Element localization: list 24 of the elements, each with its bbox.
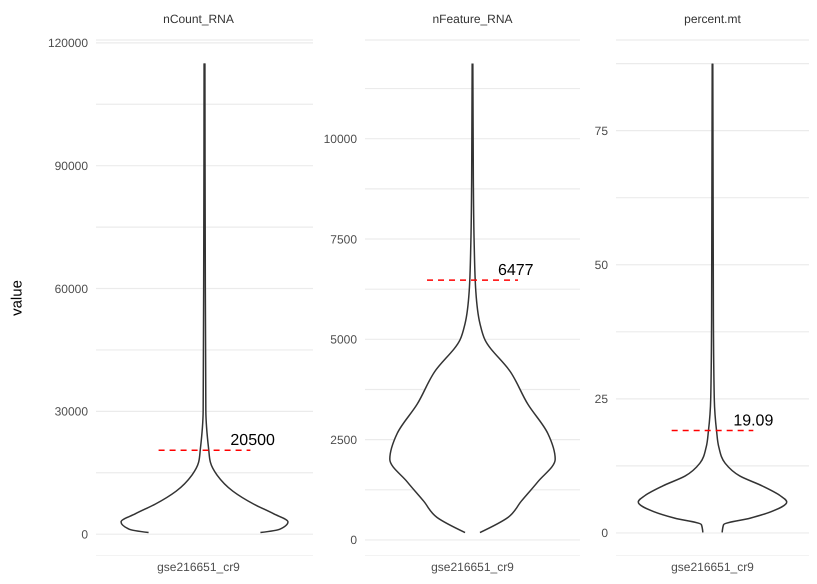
y-tick-label: 0 (601, 526, 608, 540)
ref-line-label: 6477 (498, 262, 534, 280)
chart-title: nCount_RNA (162, 11, 235, 28)
y-tick-label: 50 (594, 258, 608, 272)
chart-title: nFeature_RNA (431, 11, 514, 28)
ref-line-label: 19.09 (733, 412, 774, 430)
ref-line-label: 20500 (230, 432, 275, 450)
y-tick-label: 7500 (330, 232, 358, 246)
y-tick-label: 10000 (324, 132, 358, 146)
y-tick-label: 60000 (54, 282, 88, 296)
x-axis-title: gse216651_cr9 (156, 560, 241, 574)
x-axis-title: gse216651_cr9 (430, 560, 515, 574)
y-tick-label: 25 (594, 392, 608, 406)
y-tick-label: 0 (350, 533, 358, 548)
y-tick-label: 90000 (54, 158, 88, 173)
y-tick-label: 75 (594, 124, 608, 138)
x-axis-title: gse216651_cr9 (670, 560, 755, 574)
chart-title: percent.mt (683, 11, 742, 28)
y-axis-title: value (8, 280, 26, 316)
y-tick-label: 120000 (48, 36, 88, 50)
y-tick-label: 0 (81, 527, 88, 542)
y-tick-label: 2500 (330, 432, 358, 447)
y-tick-label: 30000 (54, 404, 88, 419)
y-tick-label: 5000 (330, 332, 358, 347)
